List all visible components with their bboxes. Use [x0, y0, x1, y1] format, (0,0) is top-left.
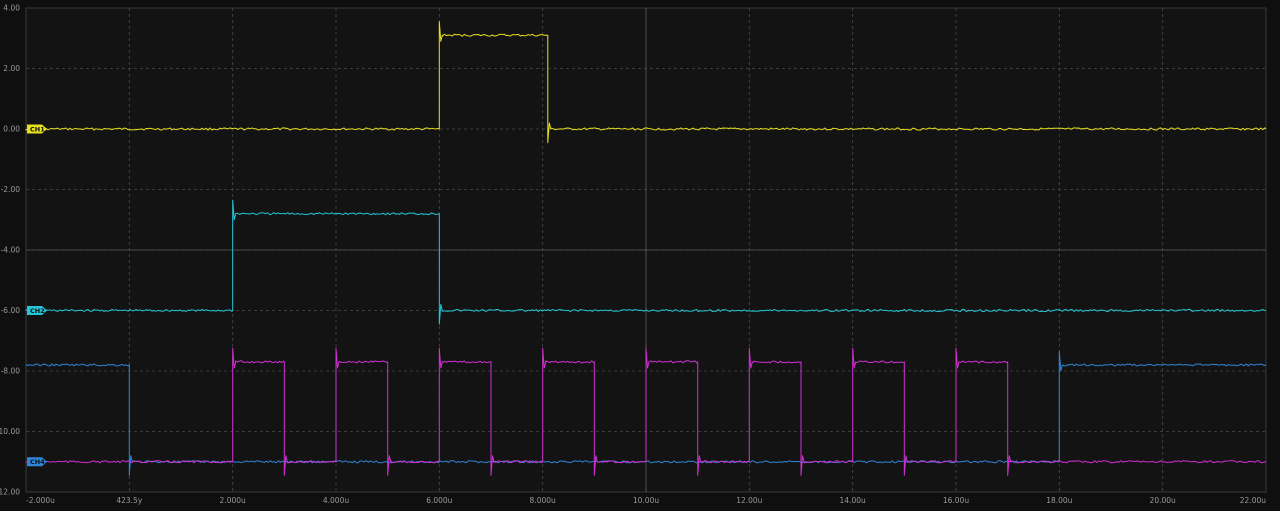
trace-ch4 — [25, 347, 1267, 476]
y-tick-label: -8.00 — [1, 367, 21, 376]
y-tick-label: 4.00 — [3, 4, 20, 13]
x-tick-label: 8.000u — [530, 496, 556, 505]
y-tick-label: -6.00 — [1, 306, 21, 315]
x-tick-label: 20.00u — [1150, 496, 1176, 505]
y-tick-label: -2.00 — [1, 185, 21, 194]
x-tick-label: 6.000u — [426, 496, 452, 505]
channel-marker-label: CH1 — [30, 125, 45, 133]
x-tick-label: 2.000u — [220, 496, 246, 505]
x-tick-label: 16.00u — [943, 496, 969, 505]
channel-marker-tag — [27, 306, 47, 315]
x-tick-label: 22.00u — [1240, 496, 1266, 505]
x-tick-label: 12.00u — [736, 496, 762, 505]
y-tick-label: -10.00 — [0, 427, 20, 436]
channel-marker-ch2[interactable]: CH2 — [27, 306, 47, 315]
x-tick-label: 10.00u — [633, 496, 659, 505]
channel-marker-label: CH2 — [30, 307, 45, 315]
x-tick-label: 423.5y — [116, 496, 142, 505]
channel-marker-tag — [27, 124, 47, 134]
channel-marker-ch4[interactable]: CH4 — [27, 457, 47, 467]
traces — [25, 21, 1267, 476]
trace-ch2 — [25, 199, 1267, 325]
channel-markers: CH1 CH2 CH4 — [27, 124, 47, 467]
y-tick-label: -12.00 — [0, 488, 20, 497]
channel-marker-ch1[interactable]: CH1 — [27, 124, 47, 134]
y-axis-ticks: 4.00 2.00 0.00 -2.00 -4.00 -6.00 -8.00 -10.00 -1… — [0, 4, 20, 497]
y-tick-label: 2.00 — [3, 64, 20, 73]
channel-marker-label: CH4 — [30, 458, 45, 466]
trace-ch1 — [25, 21, 1267, 144]
x-tick-label: 14.00u — [840, 496, 866, 505]
x-tick-label: -2.000u — [26, 496, 55, 505]
y-tick-label: -4.00 — [1, 246, 21, 255]
x-tick-label: 4.000u — [323, 496, 349, 505]
y-tick-label: 0.00 — [3, 125, 20, 134]
x-tick-label: 18.00u — [1046, 496, 1072, 505]
channel-marker-tag — [27, 457, 47, 467]
x-axis-ticks: -2.000u 423.5y 2.000u 4.000u 6.000u 8.000u 10.… — [26, 496, 1266, 505]
